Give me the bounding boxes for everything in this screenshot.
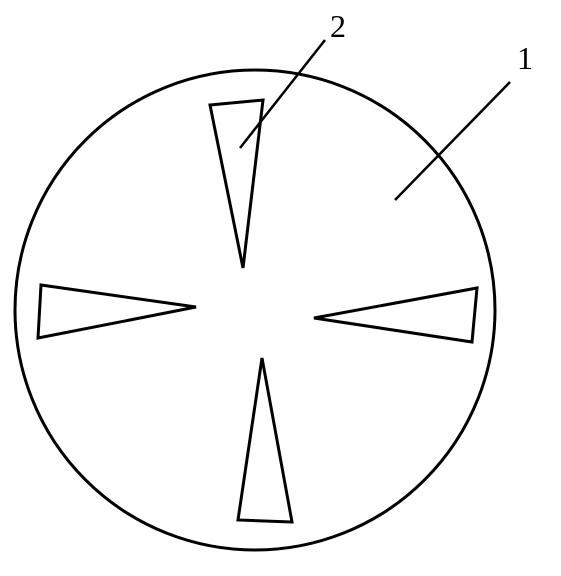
triangle-right [314, 288, 477, 342]
triangle-left [38, 285, 196, 338]
triangle-top [210, 100, 263, 268]
leader-line-2 [240, 40, 325, 148]
leader-line-1 [395, 82, 510, 200]
triangle-bottom [238, 358, 292, 522]
label-2: 2 [330, 8, 346, 45]
label-1: 1 [517, 40, 533, 77]
diagram-svg [0, 0, 561, 571]
circle-main [15, 70, 495, 550]
diagram-container: 1 2 [0, 0, 561, 571]
